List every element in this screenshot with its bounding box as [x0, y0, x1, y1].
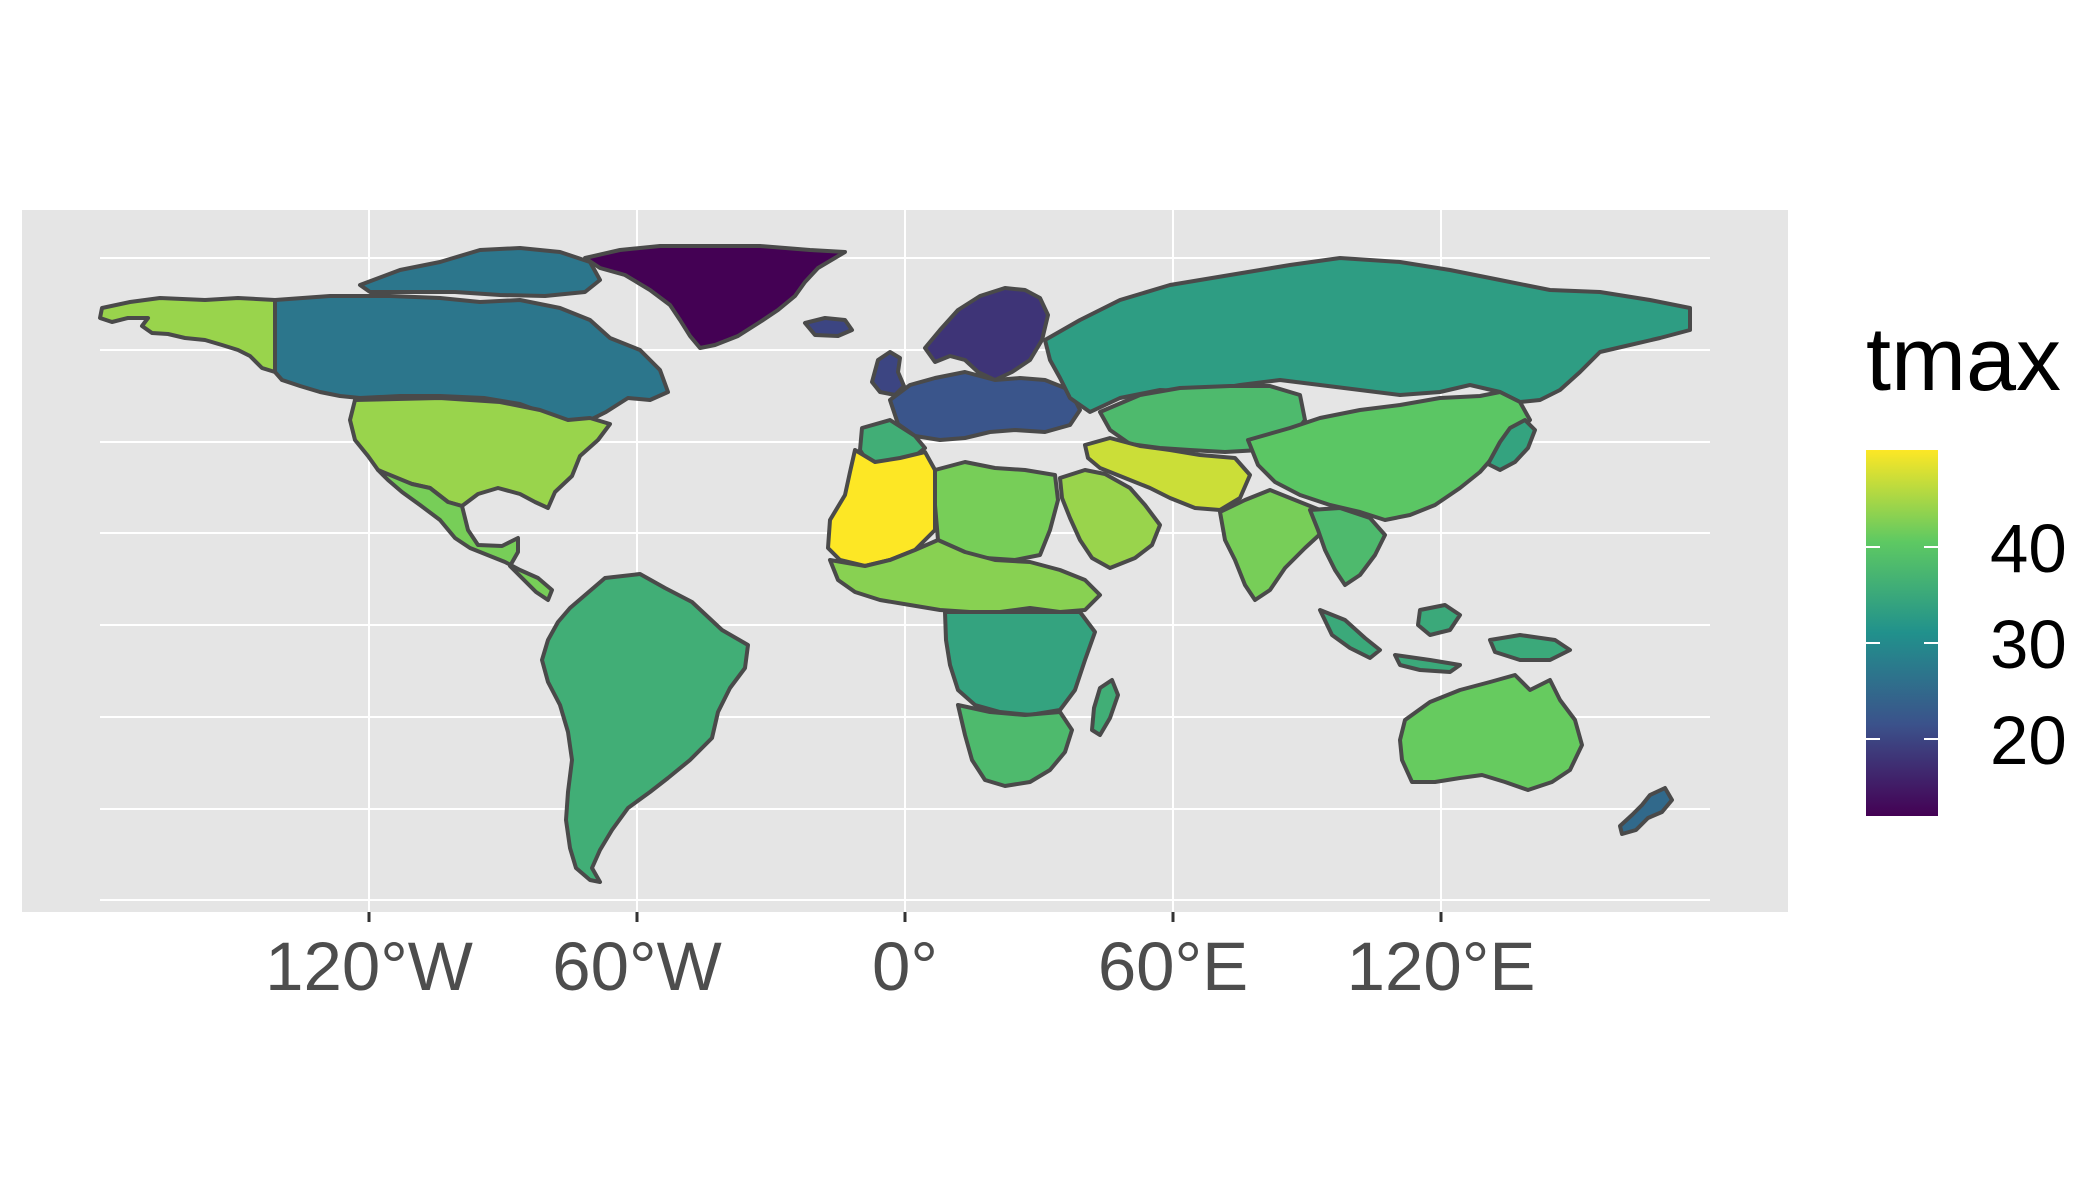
region-canada [273, 294, 670, 426]
region-central-europe [888, 370, 1082, 442]
region-iceland [803, 316, 854, 338]
region-middle-east [1083, 436, 1252, 512]
region-se-asia [1308, 506, 1387, 587]
legend-label-30: 30 [1990, 606, 2067, 683]
x-tick-label-120w: 120°W [265, 928, 473, 1005]
region-southern-africa [956, 703, 1074, 788]
region-australia [1398, 673, 1584, 792]
x-tick-label-0: 0° [872, 928, 938, 1005]
map-countries [98, 244, 1692, 884]
x-tick-label-60w: 60°W [552, 928, 721, 1005]
region-mexico [376, 468, 554, 602]
region-madagascar [1090, 678, 1120, 737]
region-south-america [540, 572, 750, 884]
region-sahel [828, 538, 1102, 614]
x-axis-ticks [367, 912, 1443, 922]
x-axis-tick-labels: 120°W 60°W 0° 60°E 120°E [265, 928, 1535, 1005]
region-canada-arctic [358, 246, 602, 298]
legend-title: tmax [1866, 310, 2061, 410]
legend-label-20: 20 [1990, 702, 2067, 779]
region-scandinavia [923, 286, 1050, 382]
legend: tmax 40 30 20 [1866, 310, 2067, 816]
region-japan [1486, 418, 1537, 472]
region-uk [870, 350, 906, 397]
legend-ticks [1866, 546, 1938, 740]
region-greenland [583, 244, 847, 350]
region-new-zealand [1618, 786, 1674, 836]
region-central-africa [943, 610, 1097, 717]
x-tick-label-120e: 120°E [1347, 928, 1536, 1005]
region-alaska [98, 296, 277, 374]
legend-label-40: 40 [1990, 510, 2067, 587]
region-arabia [1058, 468, 1162, 570]
x-tick-label-60e: 60°E [1098, 928, 1248, 1005]
region-india [1218, 488, 1332, 602]
region-indonesia [1318, 603, 1572, 674]
legend-colorbar [1866, 450, 1938, 816]
